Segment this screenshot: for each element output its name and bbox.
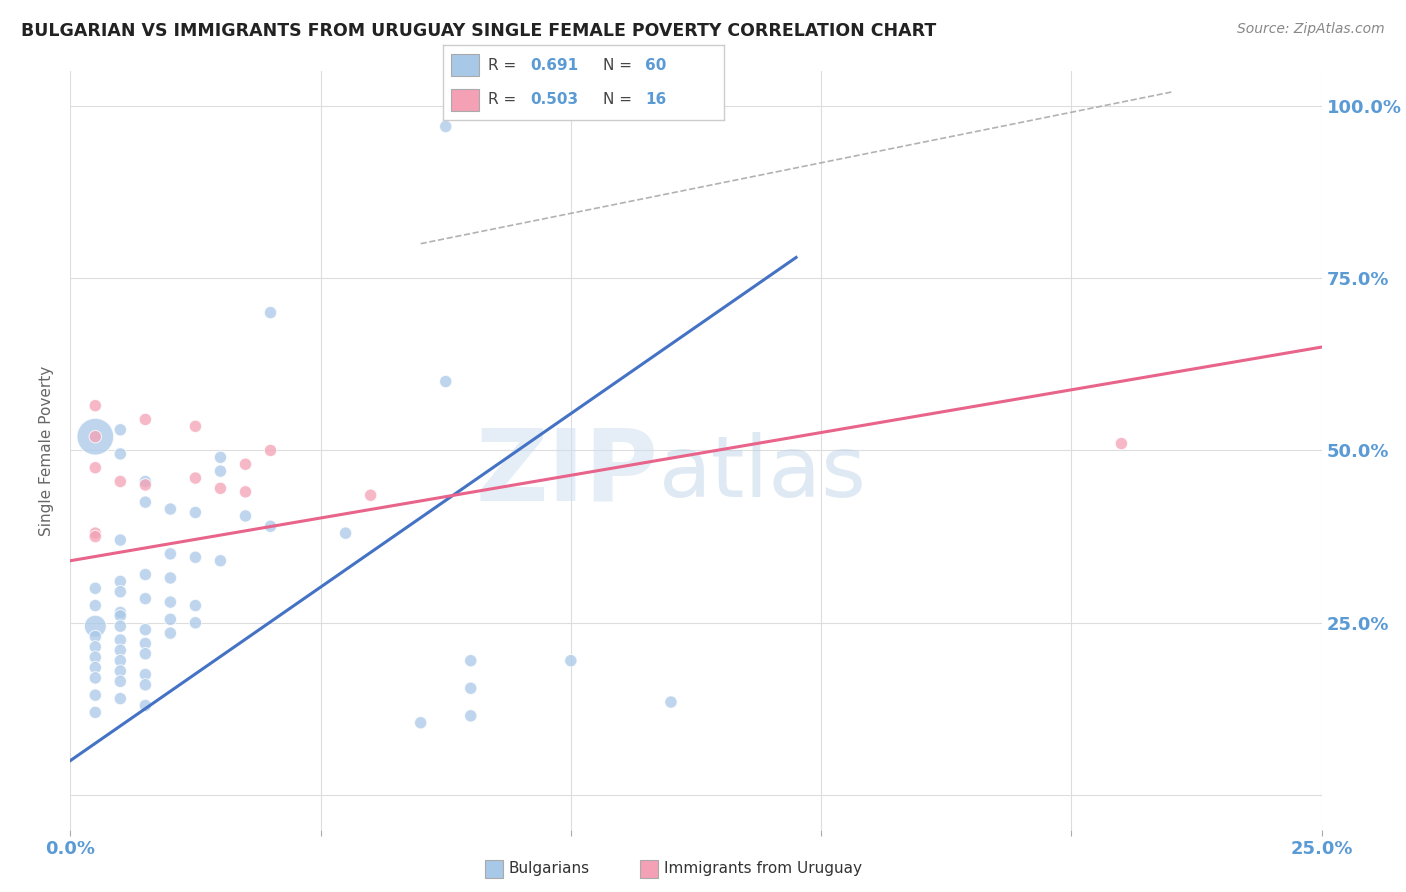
Point bbox=[184, 419, 207, 434]
Point bbox=[134, 678, 156, 692]
Text: N =: N = bbox=[603, 58, 637, 72]
Point bbox=[134, 698, 156, 713]
Point bbox=[110, 643, 132, 657]
Point bbox=[460, 654, 482, 668]
Point bbox=[134, 475, 156, 489]
Text: R =: R = bbox=[488, 58, 522, 72]
Point bbox=[134, 636, 156, 650]
Point bbox=[84, 619, 107, 633]
Point bbox=[110, 633, 132, 648]
Point bbox=[110, 584, 132, 599]
Point bbox=[159, 547, 181, 561]
Point bbox=[84, 530, 107, 544]
Point bbox=[84, 526, 107, 541]
Point bbox=[134, 567, 156, 582]
Point bbox=[159, 595, 181, 609]
Point bbox=[134, 623, 156, 637]
Point bbox=[560, 654, 582, 668]
Point bbox=[110, 606, 132, 620]
Point bbox=[235, 457, 257, 471]
Point bbox=[84, 650, 107, 665]
Y-axis label: Single Female Poverty: Single Female Poverty bbox=[39, 366, 55, 535]
Point bbox=[335, 526, 357, 541]
Point bbox=[159, 502, 181, 516]
Point bbox=[84, 582, 107, 596]
Point bbox=[184, 471, 207, 485]
Point bbox=[209, 554, 232, 568]
Point bbox=[110, 608, 132, 623]
Point bbox=[134, 412, 156, 426]
Text: Source: ZipAtlas.com: Source: ZipAtlas.com bbox=[1237, 22, 1385, 37]
Point bbox=[434, 375, 457, 389]
Point bbox=[159, 626, 181, 640]
Point bbox=[209, 450, 232, 465]
Point bbox=[110, 664, 132, 678]
Point bbox=[409, 715, 432, 730]
Text: atlas: atlas bbox=[658, 432, 866, 515]
Point bbox=[84, 660, 107, 674]
Point bbox=[84, 640, 107, 654]
Point bbox=[184, 615, 207, 630]
Text: 60: 60 bbox=[645, 58, 666, 72]
Point bbox=[235, 484, 257, 499]
Point bbox=[110, 654, 132, 668]
Point bbox=[84, 430, 107, 444]
Point bbox=[1111, 436, 1133, 450]
Point bbox=[134, 478, 156, 492]
Point bbox=[110, 574, 132, 589]
Text: N =: N = bbox=[603, 93, 637, 107]
Point bbox=[460, 681, 482, 696]
Text: 0.503: 0.503 bbox=[530, 93, 578, 107]
Point bbox=[259, 305, 281, 319]
Point bbox=[110, 674, 132, 689]
Point bbox=[184, 599, 207, 613]
Text: ZIP: ZIP bbox=[475, 425, 658, 522]
Point bbox=[659, 695, 682, 709]
Point bbox=[134, 647, 156, 661]
Point bbox=[84, 430, 107, 444]
Point bbox=[110, 447, 132, 461]
Point bbox=[434, 120, 457, 134]
Text: 0.691: 0.691 bbox=[530, 58, 578, 72]
Text: Bulgarians: Bulgarians bbox=[509, 862, 591, 876]
Point bbox=[84, 671, 107, 685]
Point bbox=[235, 508, 257, 523]
Point bbox=[84, 630, 107, 644]
Point bbox=[209, 482, 232, 496]
Point bbox=[110, 691, 132, 706]
Point bbox=[259, 519, 281, 533]
Text: R =: R = bbox=[488, 93, 522, 107]
Point bbox=[84, 688, 107, 702]
Point bbox=[84, 599, 107, 613]
Point bbox=[209, 464, 232, 478]
Point bbox=[110, 475, 132, 489]
Point bbox=[360, 488, 382, 502]
Point bbox=[84, 706, 107, 720]
Point bbox=[159, 612, 181, 626]
Point bbox=[84, 460, 107, 475]
Point bbox=[134, 667, 156, 681]
Point bbox=[184, 550, 207, 565]
Point bbox=[159, 571, 181, 585]
Text: 16: 16 bbox=[645, 93, 666, 107]
FancyBboxPatch shape bbox=[451, 54, 479, 77]
Point bbox=[259, 443, 281, 458]
Point bbox=[110, 619, 132, 633]
Point bbox=[134, 495, 156, 509]
Point bbox=[110, 533, 132, 547]
Point bbox=[460, 708, 482, 723]
Text: BULGARIAN VS IMMIGRANTS FROM URUGUAY SINGLE FEMALE POVERTY CORRELATION CHART: BULGARIAN VS IMMIGRANTS FROM URUGUAY SIN… bbox=[21, 22, 936, 40]
Point bbox=[184, 506, 207, 520]
Point bbox=[84, 399, 107, 413]
Point bbox=[134, 591, 156, 606]
Text: Immigrants from Uruguay: Immigrants from Uruguay bbox=[664, 862, 862, 876]
Point bbox=[110, 423, 132, 437]
FancyBboxPatch shape bbox=[451, 88, 479, 112]
